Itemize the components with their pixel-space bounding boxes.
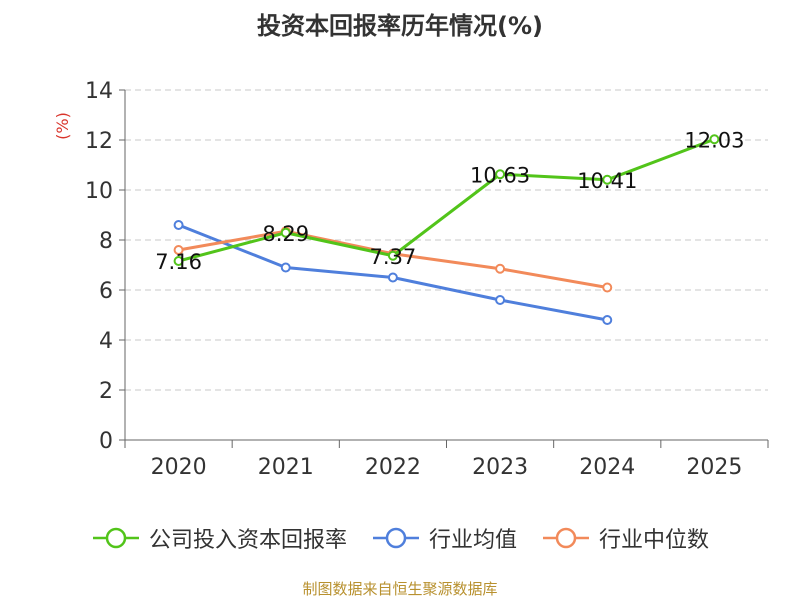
data-point [173, 245, 184, 255]
data-point [495, 263, 506, 274]
data-label: 7.16 [155, 250, 202, 274]
legend-marker-icon [372, 527, 419, 549]
y-tick-label: 14 [85, 79, 113, 104]
series-line [178, 137, 715, 263]
x-tick-label: 2024 [579, 455, 635, 480]
data-point [602, 315, 613, 325]
legend-label: 公司投入资本回报率 [148, 528, 347, 553]
legend-item-industry-mean[interactable]: 行业均值 [371, 522, 517, 554]
y-tick-label: 10 [85, 179, 113, 204]
data-label: 10.41 [577, 169, 637, 193]
y-tick-label: 12 [85, 129, 113, 154]
data-point [173, 256, 184, 266]
x-tick-label: 2023 [472, 455, 528, 480]
data-label: 7.37 [370, 245, 417, 269]
y-tick-label: 2 [99, 379, 113, 404]
data-point [602, 174, 613, 185]
y-axis-label: (%) [53, 112, 72, 140]
data-label: 8.29 [262, 222, 309, 246]
source-note: 制图数据来自恒生聚源数据库 [302, 580, 498, 598]
x-tick-label: 2021 [258, 455, 314, 480]
y-tick-label: 4 [99, 329, 113, 354]
y-tick-label: 6 [99, 279, 113, 304]
chart-title: 投资本回报率历年情况(%) [257, 12, 543, 40]
legend-item-company[interactable]: 公司投入资本回报率 [91, 522, 347, 554]
y-tick-label: 8 [99, 229, 113, 254]
chart-legend: 公司投入资本回报率 行业均值 行业中位数 [0, 520, 800, 556]
data-point [709, 134, 720, 145]
data-label: 10.63 [470, 163, 530, 187]
data-point [387, 272, 398, 283]
data-point [495, 169, 506, 180]
data-point [280, 262, 291, 273]
legend-marker-icon [543, 527, 589, 549]
data-point [280, 227, 291, 238]
x-tick-label: 2022 [365, 455, 421, 480]
data-label: 12.03 [684, 128, 744, 152]
legend-label: 行业中位数 [599, 528, 710, 553]
legend-item-industry-median[interactable]: 行业中位数 [541, 522, 709, 554]
data-point [495, 295, 506, 305]
data-point [173, 220, 184, 230]
y-tick-label: 0 [99, 429, 113, 454]
legend-label: 行业均值 [428, 528, 517, 553]
data-point [602, 282, 613, 293]
data-point [387, 250, 398, 261]
x-tick-label: 2025 [686, 455, 742, 480]
x-tick-label: 2020 [151, 455, 207, 480]
legend-marker-icon [92, 527, 139, 549]
